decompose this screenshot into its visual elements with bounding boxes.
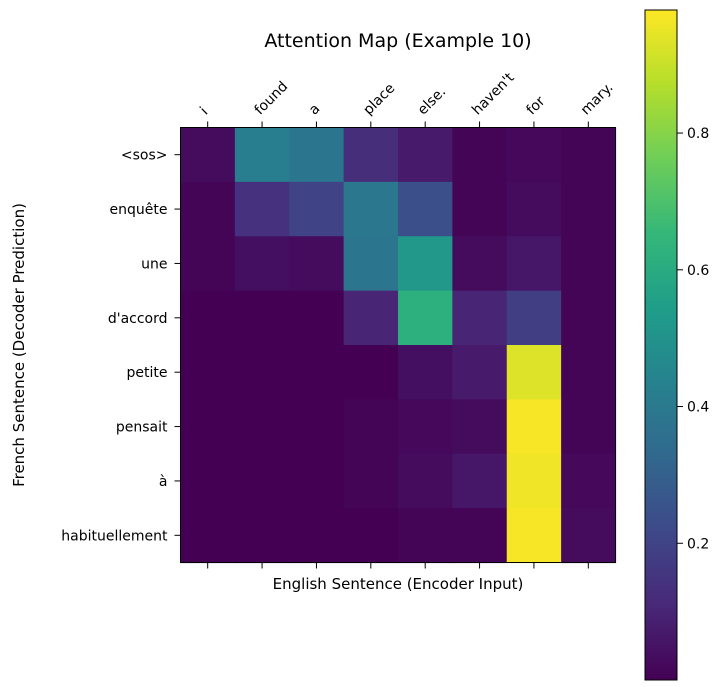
heatmap-cell xyxy=(234,127,290,183)
heatmap-cell xyxy=(506,181,562,237)
chart-title: Attention Map (Example 10) xyxy=(264,30,531,52)
heatmap-cell xyxy=(234,453,290,509)
heatmap-cell xyxy=(452,453,508,509)
heatmap-cell xyxy=(180,508,236,564)
heatmap-cells xyxy=(180,127,617,564)
heatmap-cell xyxy=(343,453,399,509)
heatmap-cell xyxy=(343,399,399,455)
heatmap-cell xyxy=(234,290,290,346)
heatmap-cell xyxy=(398,236,453,292)
y-tick-label: pensait xyxy=(116,420,168,436)
y-tick-label: une xyxy=(141,256,167,272)
y-axis-ticks: <sos> enquête une d'accord petite pensait à hab… xyxy=(61,148,181,544)
x-tick-label: haven't xyxy=(469,69,518,118)
colorbar-tick-label: 0.2 xyxy=(687,536,709,552)
heatmap-frame xyxy=(180,127,616,563)
heatmap-cell xyxy=(343,181,399,237)
heatmap-cell xyxy=(398,290,453,346)
y-tick-label: habituellement xyxy=(61,528,168,544)
heatmap-cell xyxy=(343,290,399,346)
heatmap-cell xyxy=(343,508,399,564)
heatmap-cell xyxy=(561,127,617,183)
heatmap-cell xyxy=(561,290,617,346)
x-axis-label: English Sentence (Encoder Input) xyxy=(273,575,524,593)
heatmap-cell xyxy=(506,399,562,455)
heatmap-cell xyxy=(561,399,617,455)
y-tick-label: d'accord xyxy=(108,311,168,327)
heatmap-cell xyxy=(289,290,345,346)
colorbar-tick-label: 0.8 xyxy=(687,126,709,142)
heatmap-cell xyxy=(180,399,236,455)
y-tick-label: <sos> xyxy=(121,148,168,164)
heatmap-cell xyxy=(506,508,562,564)
x-tick-label: place xyxy=(360,80,398,118)
heatmap-cell xyxy=(452,399,508,455)
heatmap-cell xyxy=(506,236,562,292)
x-tick-label: mary. xyxy=(578,80,617,119)
x-tick-label: else. xyxy=(415,84,450,119)
colorbar-ticks: 0.2 0.4 0.6 0.8 xyxy=(677,126,709,552)
heatmap-cell xyxy=(398,345,453,400)
heatmap-cell xyxy=(180,181,236,237)
heatmap-cell xyxy=(180,290,236,346)
heatmap-cell xyxy=(234,345,290,400)
heatmap-cell xyxy=(561,236,617,292)
heatmap-cell xyxy=(180,345,236,400)
heatmap-cell xyxy=(506,345,562,400)
heatmap-cell xyxy=(234,508,290,564)
y-tick-label: enquête xyxy=(110,202,168,218)
heatmap-cell xyxy=(180,453,236,509)
heatmap-cell xyxy=(561,181,617,237)
heatmap-cell xyxy=(234,181,290,237)
heatmap-cell xyxy=(289,236,345,292)
heatmap-cell xyxy=(343,127,399,183)
heatmap-cell xyxy=(234,399,290,455)
y-tick-label: petite xyxy=(127,365,168,381)
colorbar-tick-label: 0.6 xyxy=(687,263,709,279)
y-tick-label: à xyxy=(159,474,168,490)
heatmap-cell xyxy=(561,453,617,509)
heatmap-cell xyxy=(452,345,508,400)
x-tick-label: a xyxy=(306,101,323,118)
heatmap-cell xyxy=(561,345,617,400)
heatmap-cell xyxy=(289,181,345,237)
heatmap-cell xyxy=(561,508,617,564)
heatmap-cell xyxy=(289,399,345,455)
y-axis-label: French Sentence (Decoder Prediction) xyxy=(10,203,28,487)
heatmap-cell xyxy=(398,508,453,564)
heatmap-cell xyxy=(398,181,453,237)
heatmap-cell xyxy=(289,127,345,183)
heatmap-cell xyxy=(452,181,508,237)
heatmap-cell xyxy=(289,508,345,564)
colorbar xyxy=(644,9,678,681)
heatmap-cell xyxy=(234,236,290,292)
x-tick-label: i xyxy=(197,104,211,118)
heatmap-cell xyxy=(343,345,399,400)
x-tick-label: for xyxy=(523,93,548,118)
colorbar-tick-label: 0.4 xyxy=(687,400,709,416)
x-tick-label: found xyxy=(252,79,292,119)
heatmap-cell xyxy=(180,127,236,183)
heatmap-cell xyxy=(452,508,508,564)
heatmap-cell xyxy=(289,345,345,400)
heatmap-cell xyxy=(180,236,236,292)
heatmap-cell xyxy=(398,399,453,455)
heatmap-cell xyxy=(452,236,508,292)
heatmap-cell xyxy=(452,127,508,183)
heatmap-cell xyxy=(289,453,345,509)
heatmap-cell xyxy=(452,290,508,346)
heatmap-cell xyxy=(506,453,562,509)
heatmap-cell xyxy=(398,453,453,509)
heatmap-cell xyxy=(506,127,562,183)
heatmap-cell xyxy=(398,127,453,183)
heatmap-cell xyxy=(506,290,562,346)
heatmap-cell xyxy=(343,236,399,292)
